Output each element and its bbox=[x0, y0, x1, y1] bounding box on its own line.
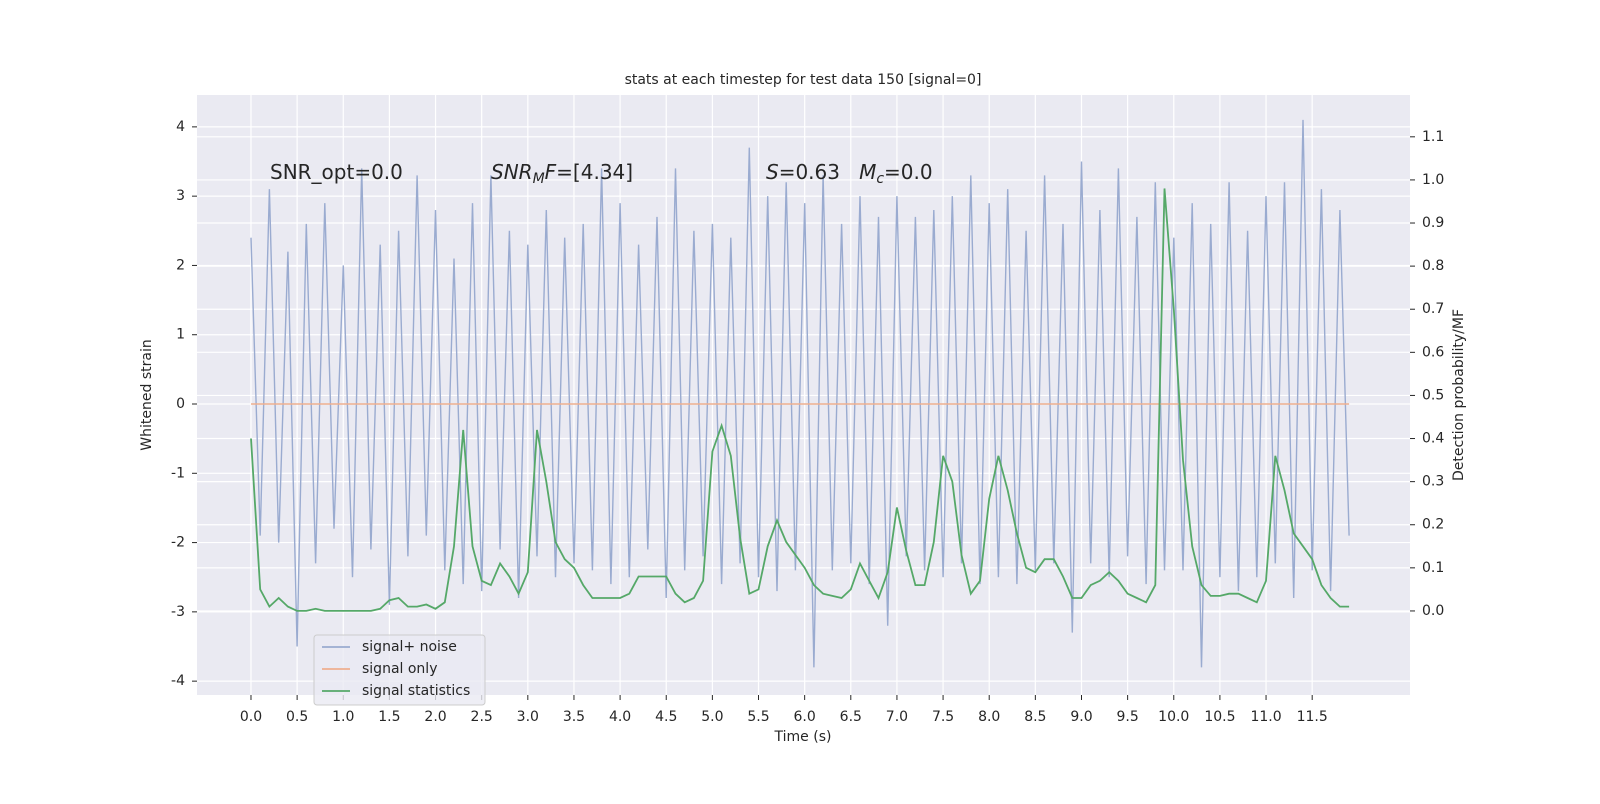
annotation-part: =0.0 bbox=[884, 160, 933, 184]
annotation-part: F bbox=[545, 160, 557, 184]
x-tick-label: 1.0 bbox=[332, 709, 354, 725]
y-tick-label: -3 bbox=[171, 604, 185, 620]
x-tick-label: 8.0 bbox=[978, 709, 1000, 725]
x-tick-label: 5.0 bbox=[701, 709, 723, 725]
y2-tick-label: 0.5 bbox=[1422, 387, 1444, 403]
x-tick-label: 7.0 bbox=[886, 709, 908, 725]
y2-tick-label: 1.1 bbox=[1422, 129, 1444, 145]
y2-tick-label: 0.1 bbox=[1422, 560, 1444, 576]
y-tick-label: 1 bbox=[176, 327, 185, 343]
x-tick-label: 2.0 bbox=[424, 709, 446, 725]
x-tick-label: 7.5 bbox=[932, 709, 954, 725]
y-axis-label: Whitened strain bbox=[139, 339, 155, 450]
annotation: SNRMF=[4.34] bbox=[491, 160, 633, 188]
x-tick-label: 4.0 bbox=[609, 709, 631, 725]
y2-tick-label: 0.0 bbox=[1422, 603, 1444, 619]
y2-tick-label: 1.0 bbox=[1422, 172, 1444, 188]
y-tick-label: 2 bbox=[176, 257, 185, 273]
y-tick-label: 3 bbox=[176, 188, 185, 204]
legend-box bbox=[313, 634, 486, 706]
annotation-part: S bbox=[766, 160, 779, 184]
legend-label: signal statistics bbox=[362, 683, 470, 699]
y2-tick-label: 0.8 bbox=[1422, 258, 1444, 274]
x-axis-label: Time (s) bbox=[774, 729, 832, 745]
x-tick-label: 3.5 bbox=[563, 709, 585, 725]
annotation-part: M bbox=[859, 160, 876, 184]
y-tick-label: -4 bbox=[171, 673, 185, 689]
x-tick-label: 0.0 bbox=[240, 709, 262, 725]
x-tick-label: 0.5 bbox=[286, 709, 308, 725]
x-tick-label: 2.5 bbox=[471, 709, 493, 725]
y2-tick-label: 0.6 bbox=[1422, 344, 1444, 360]
data-line bbox=[250, 188, 1350, 612]
annotation-part: c bbox=[876, 171, 884, 187]
y-tick-label: -1 bbox=[171, 465, 185, 481]
x-tick-label: 11.0 bbox=[1250, 709, 1281, 725]
x-tick-label: 5.5 bbox=[747, 709, 769, 725]
legend-label: signal only bbox=[362, 661, 437, 677]
annotation-part: SNR bbox=[491, 160, 533, 184]
x-tick-label: 1.5 bbox=[378, 709, 400, 725]
x-tick-label: 3.0 bbox=[517, 709, 539, 725]
annotation: SNR_opt=0.0 bbox=[270, 160, 403, 184]
y-tick-label: 4 bbox=[176, 119, 185, 135]
annotation-part: =[4.34] bbox=[556, 160, 633, 184]
x-tick-label: 10.5 bbox=[1204, 709, 1235, 725]
annotation-part: =0.63 bbox=[779, 160, 859, 184]
y2-tick-label: 0.3 bbox=[1422, 474, 1444, 490]
x-tick-label: 6.0 bbox=[794, 709, 816, 725]
y2-tick-label: 0.2 bbox=[1422, 517, 1444, 533]
y-tick-label: 0 bbox=[176, 396, 185, 412]
x-tick-label: 9.0 bbox=[1070, 709, 1092, 725]
annotation: S=0.63 Mc=0.0 bbox=[766, 160, 933, 188]
annotation-part: SNR_opt=0.0 bbox=[270, 160, 403, 184]
x-tick-label: 10.0 bbox=[1158, 709, 1189, 725]
x-tick-label: 4.5 bbox=[655, 709, 677, 725]
y2-tick-label: 0.9 bbox=[1422, 215, 1444, 231]
y2-tick-label: 0.4 bbox=[1422, 431, 1444, 447]
x-tick-label: 9.5 bbox=[1116, 709, 1138, 725]
y-tick-label: -2 bbox=[171, 535, 185, 551]
y2-axis-label: Detection probability/MF bbox=[1451, 309, 1467, 481]
x-tick-label: 11.5 bbox=[1297, 709, 1328, 725]
legend-label: signal+ noise bbox=[362, 639, 457, 655]
x-tick-label: 8.5 bbox=[1024, 709, 1046, 725]
data-line bbox=[250, 119, 1350, 668]
annotation-part: M bbox=[533, 171, 545, 187]
chart-title: stats at each timestep for test data 150… bbox=[625, 72, 982, 88]
y2-tick-label: 0.7 bbox=[1422, 301, 1444, 317]
x-tick-label: 6.5 bbox=[840, 709, 862, 725]
